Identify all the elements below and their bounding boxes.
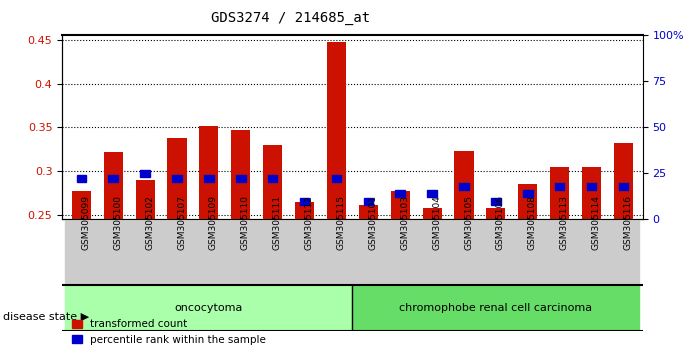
Bar [423,208,442,219]
Bar [236,176,245,183]
Bar [225,219,257,285]
Bar [390,190,410,219]
Text: GSM305112: GSM305112 [305,195,314,250]
Bar [518,184,538,219]
Text: GSM305106: GSM305106 [496,195,505,250]
Bar [257,219,289,285]
Text: GSM305104: GSM305104 [432,195,441,250]
Bar [352,285,639,331]
Bar [460,183,468,190]
Text: chromophobe renal cell carcinoma: chromophobe renal cell carcinoma [399,303,592,313]
Bar [352,219,384,285]
Text: GSM305114: GSM305114 [591,195,600,250]
Text: GSM305111: GSM305111 [273,195,282,250]
Text: GSM305110: GSM305110 [240,195,249,250]
Bar [448,219,480,285]
Bar [172,176,182,183]
Text: GSM305103: GSM305103 [400,195,409,250]
Bar [321,219,352,285]
Bar [512,219,544,285]
Bar [104,152,123,219]
Text: GSM305102: GSM305102 [145,195,154,250]
Bar [427,190,437,197]
Bar [550,167,569,219]
Text: GSM305105: GSM305105 [464,195,473,250]
Bar [135,180,155,219]
Bar [332,176,341,183]
Bar [544,219,576,285]
Bar [455,151,473,219]
Bar [263,145,282,219]
Text: GSM305101: GSM305101 [368,195,377,250]
Bar [395,190,405,197]
Bar [607,219,639,285]
Bar [97,219,129,285]
Bar [268,176,278,183]
Text: GSM305099: GSM305099 [82,195,91,250]
Bar [231,130,250,219]
Bar [491,198,501,205]
Text: GSM305115: GSM305115 [337,195,346,250]
Bar [480,219,512,285]
Bar [384,219,416,285]
Bar [576,219,607,285]
Bar [416,219,448,285]
Bar [555,183,565,190]
Text: GSM305108: GSM305108 [528,195,537,250]
Bar [587,183,596,190]
Bar [300,198,310,205]
Text: disease state ▶: disease state ▶ [3,312,90,322]
Bar [72,190,91,219]
Bar [289,219,321,285]
Text: GSM305100: GSM305100 [113,195,122,250]
Bar [161,219,193,285]
Legend: transformed count, percentile rank within the sample: transformed count, percentile rank withi… [68,315,270,349]
Bar [523,190,533,197]
Text: GSM305113: GSM305113 [560,195,569,250]
Bar [129,219,161,285]
Bar [199,126,218,219]
Bar [363,198,373,205]
Text: oncocytoma: oncocytoma [175,303,243,313]
Bar [618,183,628,190]
Bar [66,285,352,331]
Bar [204,176,214,183]
Bar [66,219,97,285]
Bar [486,208,506,219]
Bar [108,176,118,183]
Bar [614,143,633,219]
Bar [295,202,314,219]
Bar [359,205,378,219]
Text: GSM305109: GSM305109 [209,195,218,250]
Bar [140,170,150,177]
Bar [167,138,187,219]
Bar [327,41,346,219]
Bar [193,219,225,285]
Bar [77,176,86,183]
Text: GDS3274 / 214685_at: GDS3274 / 214685_at [211,11,370,25]
Bar [582,167,601,219]
Text: GSM305107: GSM305107 [177,195,186,250]
Text: GSM305116: GSM305116 [623,195,632,250]
